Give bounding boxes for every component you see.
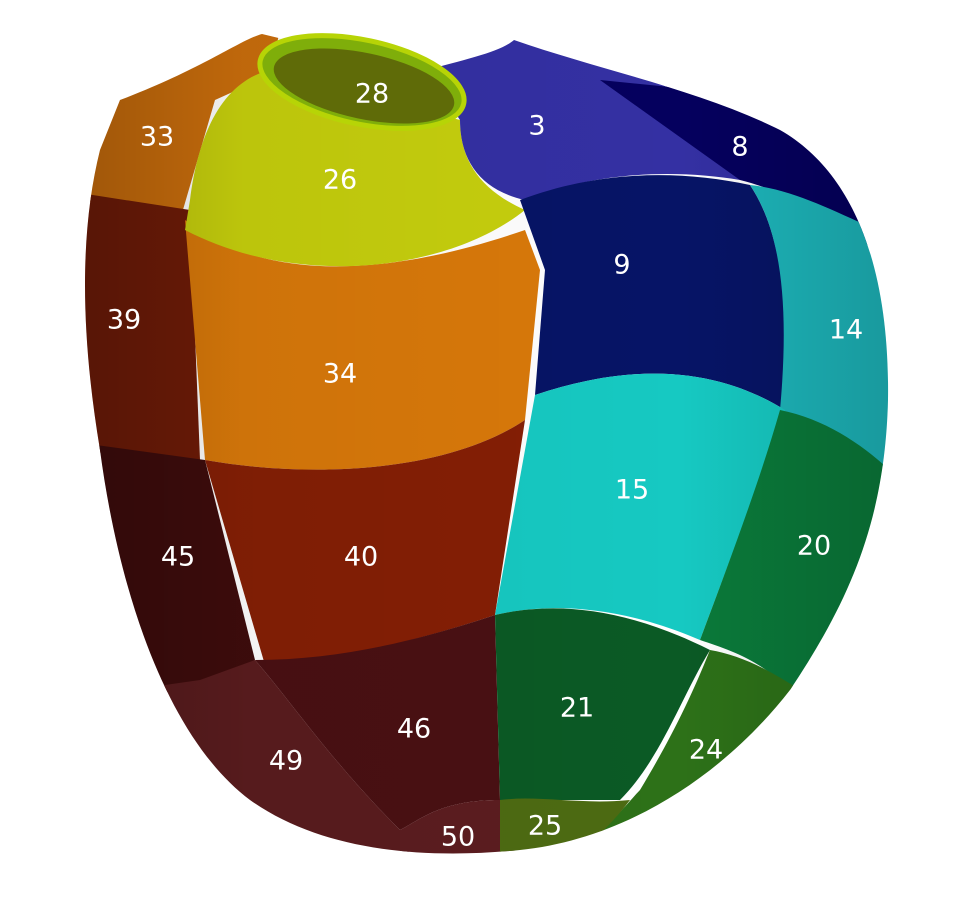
segment-label-40: 40 <box>344 542 378 573</box>
segment-label-34: 34 <box>323 359 357 390</box>
segment-label-46: 46 <box>397 714 431 745</box>
segment-labels: 28 3 33 8 26 9 39 14 34 15 20 45 40 21 4… <box>107 79 863 853</box>
segment-label-28: 26 <box>323 165 357 196</box>
segment-label-39: 39 <box>107 305 141 336</box>
segment-label-3: 3 <box>528 111 545 142</box>
segment-label-26: 28 <box>355 79 389 110</box>
segment-label-9: 9 <box>613 250 630 281</box>
segment-label-50: 50 <box>441 822 475 853</box>
segment-label-33: 33 <box>140 122 174 153</box>
segment-label-14: 14 <box>829 315 863 346</box>
segment-label-21: 21 <box>560 693 594 724</box>
segment-label-15: 15 <box>615 475 649 506</box>
segment-label-20: 20 <box>797 531 831 562</box>
segment-label-8: 8 <box>731 132 748 163</box>
aortic-opening-inner <box>273 48 455 124</box>
segment-label-25: 25 <box>528 811 562 842</box>
segment-label-24: 24 <box>689 735 723 766</box>
aortic-opening-rim <box>257 33 467 131</box>
segment-label-45: 45 <box>161 542 195 573</box>
segment-label-49: 49 <box>269 746 303 777</box>
